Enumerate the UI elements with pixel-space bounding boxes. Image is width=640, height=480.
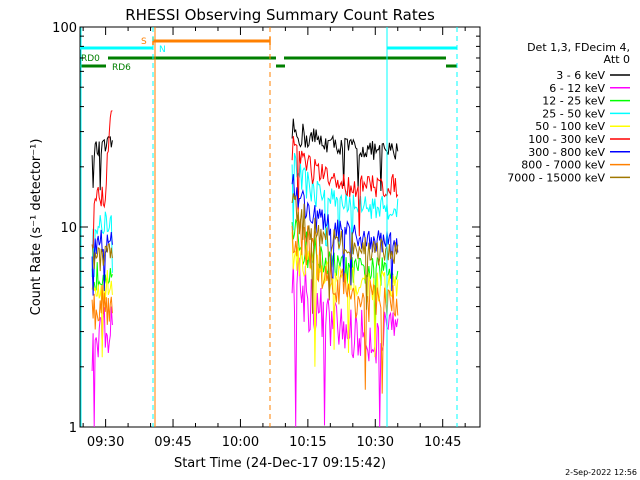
y-axis: 1 10 100 [52, 21, 480, 436]
x-axis-label: Start Time (24-Dec-17 09:15:42) [174, 456, 386, 471]
chart-title: RHESSI Observing Summary Count Rates [125, 6, 435, 24]
x-tick-label: 10:15 [289, 435, 326, 450]
x-tick-label: 10:30 [357, 435, 394, 450]
series-line [291, 152, 399, 255]
series-line [291, 209, 399, 394]
series-line [91, 243, 113, 272]
legend-label: 7000 - 15000 keV [507, 171, 605, 184]
legend-label: 3 - 6 keV [556, 69, 605, 82]
legend-label: 800 - 7000 keV [521, 159, 605, 172]
series-line [291, 257, 399, 428]
flag-label-rd6: RD6 [112, 63, 131, 73]
legend-label: 6 - 12 keV [549, 82, 605, 95]
series-line [291, 136, 399, 237]
series-line [291, 193, 399, 314]
series-100-300-kev [92, 110, 399, 249]
y-tick-label: 1 [69, 421, 77, 436]
flag-label-s: S [141, 37, 147, 47]
series-800-7000-kev [91, 209, 399, 394]
x-axis: 09:30 09:45 10:00 10:15 10:30 10:45 [82, 27, 466, 450]
legend-header-line-2: Att 0 [604, 53, 630, 66]
legend-label: 300 - 800 keV [528, 146, 605, 159]
series-line [91, 284, 113, 330]
series-layer [91, 110, 399, 428]
series-line [91, 269, 113, 358]
series-line [92, 110, 113, 249]
legend-label: 50 - 100 keV [535, 120, 605, 133]
y-tick-label: 10 [60, 221, 77, 236]
series-line [91, 211, 113, 278]
x-tick-label: 09:45 [154, 435, 191, 450]
plot-area: S N RD0 RD6 [79, 26, 481, 428]
legend-header-line-1: Det 1,3, FDecim 4, [527, 41, 630, 54]
legend-label: 25 - 50 keV [542, 107, 605, 120]
series-25-50-kev [91, 152, 399, 278]
x-tick-label: 10:45 [424, 435, 461, 450]
legend-label: 12 - 25 keV [542, 95, 605, 108]
y-tick-label: 100 [52, 21, 77, 36]
flag-bars: S N RD0 RD6 [80, 37, 457, 73]
footer-timestamp: 2-Sep-2022 12:56 [565, 468, 637, 477]
legend-label: 100 - 300 keV [528, 133, 605, 146]
flag-label-rd0: RD0 [81, 54, 100, 64]
series-line [291, 174, 399, 292]
flag-label-n: N [159, 45, 166, 55]
x-tick-label: 10:00 [222, 435, 259, 450]
time-markers [80, 27, 458, 427]
x-tick-label: 09:30 [87, 435, 124, 450]
y-axis-label: Count Rate (s⁻¹ detector⁻¹) [29, 139, 44, 316]
series-line [291, 118, 399, 192]
series-7000-15000-kev [91, 193, 399, 314]
